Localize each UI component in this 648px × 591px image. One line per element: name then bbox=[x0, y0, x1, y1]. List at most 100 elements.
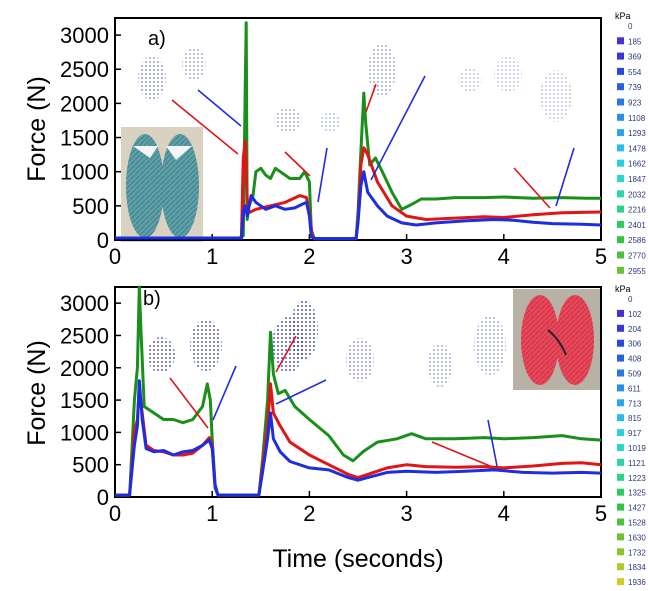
y-tick-label: 2500 bbox=[60, 323, 109, 348]
legend-value: 1630 bbox=[628, 533, 646, 542]
legend-swatch bbox=[617, 488, 624, 496]
legend-value: 185 bbox=[628, 37, 642, 46]
legend-swatch bbox=[617, 175, 624, 182]
legend-value: 739 bbox=[628, 83, 642, 92]
legend-swatch bbox=[617, 578, 624, 586]
legend-swatch bbox=[617, 309, 624, 317]
x-tick-label: 2 bbox=[303, 501, 315, 526]
plot-frame-b bbox=[114, 286, 602, 498]
annotation-arrows-b bbox=[169, 335, 498, 467]
y-tick-label: 1500 bbox=[60, 388, 109, 413]
legend-swatch bbox=[617, 236, 624, 244]
x-tick-label: 2 bbox=[303, 244, 315, 269]
legend-swatch bbox=[617, 399, 624, 407]
y-tick-label: 500 bbox=[72, 194, 109, 219]
legend-value: 1478 bbox=[628, 144, 646, 153]
x-tick-label: 3 bbox=[400, 501, 412, 526]
legend-value: 2032 bbox=[628, 190, 646, 199]
legend-value: 2401 bbox=[628, 221, 646, 230]
x-axis-label: Time (seconds) bbox=[272, 545, 443, 573]
legend-value: 917 bbox=[628, 429, 642, 438]
panel-label-b: b) bbox=[143, 288, 161, 310]
legend-value: 1108 bbox=[628, 114, 646, 123]
legend-swatch bbox=[617, 324, 624, 332]
legend-value: 408 bbox=[628, 355, 642, 364]
legend-value: 204 bbox=[628, 325, 642, 334]
legend-value: 554 bbox=[628, 68, 642, 77]
legend-swatch bbox=[617, 98, 624, 106]
x-tick-label: 3 bbox=[400, 244, 412, 269]
y-axis-label-b: Force (N) bbox=[23, 340, 51, 446]
annotation-arrows-a bbox=[171, 75, 575, 209]
series-line-2 bbox=[115, 379, 602, 497]
y-tick-label: 2000 bbox=[60, 356, 109, 381]
shoe-photo-b bbox=[513, 289, 601, 390]
legend-swatch bbox=[617, 339, 624, 347]
legend-value: 2216 bbox=[628, 206, 646, 215]
legend-value: 1325 bbox=[628, 489, 646, 498]
y-tick-label: 1000 bbox=[60, 420, 109, 445]
legend-value: 102 bbox=[628, 310, 642, 319]
legend-swatch bbox=[617, 159, 624, 167]
legend-value: 1528 bbox=[628, 519, 646, 528]
y-tick-label: 0 bbox=[97, 228, 109, 253]
y-tick-label: 1000 bbox=[60, 160, 109, 185]
series-line-0 bbox=[115, 285, 602, 497]
legend-title: kPa bbox=[615, 284, 631, 294]
legend-swatch bbox=[617, 354, 624, 362]
y-tick-label: 3000 bbox=[60, 291, 109, 316]
legend-swatch bbox=[617, 129, 624, 137]
legend-swatch bbox=[617, 113, 624, 121]
y-axis-label-a: Force (N) bbox=[23, 76, 51, 182]
legend-value: 0 bbox=[628, 22, 633, 31]
plot-frame-a bbox=[114, 17, 602, 241]
legend-value: 0 bbox=[628, 295, 633, 304]
legend-swatch bbox=[617, 369, 624, 377]
legend-swatch bbox=[617, 444, 624, 451]
x-tick-label: 4 bbox=[498, 501, 510, 526]
legend-swatch bbox=[617, 67, 624, 75]
x-tick-label: 0 bbox=[109, 501, 121, 526]
x-tick-label: 1 bbox=[206, 244, 218, 269]
legend-swatch bbox=[617, 251, 624, 259]
x-tick-label: 0 bbox=[109, 244, 121, 269]
legend-value: 611 bbox=[628, 384, 641, 393]
legend-swatch bbox=[617, 190, 624, 198]
legend-value: 1019 bbox=[628, 444, 646, 453]
legend-value: 306 bbox=[628, 340, 642, 349]
series-line-2 bbox=[115, 170, 602, 241]
legend-swatch bbox=[617, 83, 624, 91]
legend-value: 1834 bbox=[628, 563, 646, 572]
legend-value: 2955 bbox=[628, 267, 646, 276]
legend-swatch bbox=[617, 384, 624, 392]
x-tick-label: 5 bbox=[595, 501, 607, 526]
y-tick-label: 0 bbox=[97, 485, 109, 510]
series-group-b bbox=[115, 285, 602, 497]
y-tick-label: 3000 bbox=[60, 23, 109, 48]
legend-title: kPa bbox=[615, 11, 631, 21]
legend-swatch bbox=[617, 563, 624, 571]
x-tick-label: 5 bbox=[595, 244, 607, 269]
y-tick-label: 500 bbox=[72, 453, 109, 478]
legend-value: 1121 bbox=[628, 459, 646, 468]
legend-value: 2770 bbox=[628, 252, 646, 261]
legend-value: 1847 bbox=[628, 175, 646, 184]
shoe-photo-a bbox=[121, 127, 203, 242]
legend-swatch bbox=[617, 533, 624, 541]
legend-swatch bbox=[617, 37, 624, 45]
panel-label-a: a) bbox=[148, 28, 166, 50]
y-tick-label: 1500 bbox=[60, 126, 109, 151]
legend-value: 1732 bbox=[628, 548, 646, 557]
legend-swatch bbox=[617, 548, 624, 556]
legend-value: 1662 bbox=[628, 160, 646, 169]
legend-value: 1936 bbox=[628, 578, 646, 587]
pressure-map-images-a bbox=[138, 44, 572, 132]
y-tick-label: 2000 bbox=[60, 91, 109, 116]
legend-swatch bbox=[617, 429, 624, 437]
legend-swatch bbox=[617, 458, 624, 466]
